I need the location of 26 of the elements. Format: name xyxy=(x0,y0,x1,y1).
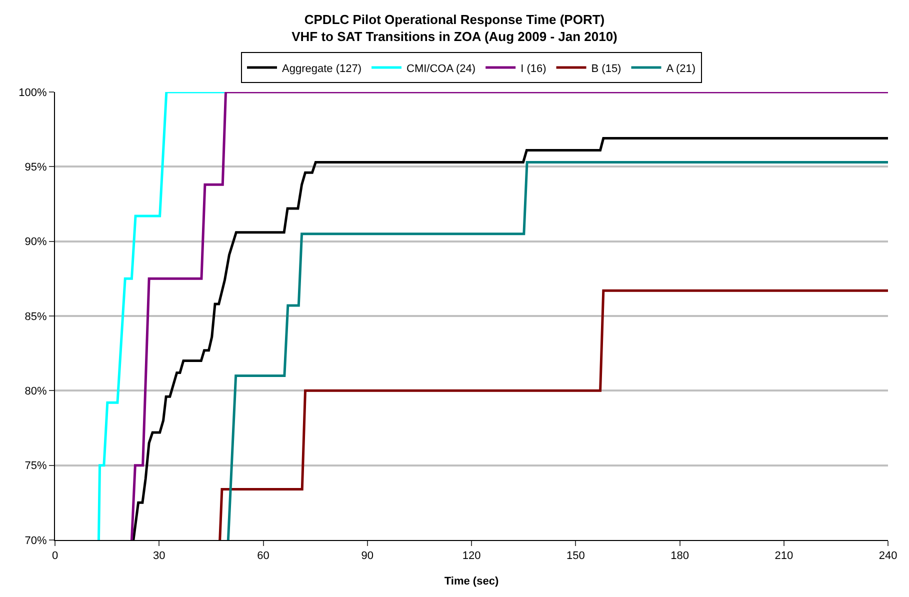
x-axis-title: Time (sec) xyxy=(444,575,499,588)
y-tick-label: 70% xyxy=(24,534,48,547)
legend-label: Aggregate (127) xyxy=(282,62,362,75)
x-tick-label: 60 xyxy=(257,550,270,562)
y-tick-label: 80% xyxy=(24,386,48,398)
x-tick-label: 30 xyxy=(153,550,166,562)
x-tick-label: 90 xyxy=(361,550,374,562)
x-tick-label: 150 xyxy=(566,550,585,562)
y-tick-label: 85% xyxy=(24,310,48,323)
y-tick-label: 90% xyxy=(24,236,48,248)
legend-label: I (16) xyxy=(520,62,546,75)
chart-title: CPDLC Pilot Operational Response Time (PORT) VHF to SAT Transitions in ZOA (Aug 2009 - Jan 2010) xyxy=(292,12,618,44)
y-tick-label: 95% xyxy=(24,162,48,174)
legend-label: A (21) xyxy=(666,62,696,75)
x-tick-label: 210 xyxy=(774,550,794,562)
legend-label: CMI/COA (24) xyxy=(406,62,476,75)
x-tick-label: 180 xyxy=(670,550,689,562)
x-tick-label: 0 xyxy=(52,550,58,562)
line-series xyxy=(218,289,888,540)
x-tick-label: 120 xyxy=(462,550,481,562)
y-tick-label: 75% xyxy=(24,460,48,472)
legend-label: B (15) xyxy=(591,62,622,75)
line-series xyxy=(97,92,226,540)
line-series xyxy=(226,160,888,540)
x-tick-label: 240 xyxy=(878,550,898,562)
y-tick-label: 100% xyxy=(18,86,48,99)
